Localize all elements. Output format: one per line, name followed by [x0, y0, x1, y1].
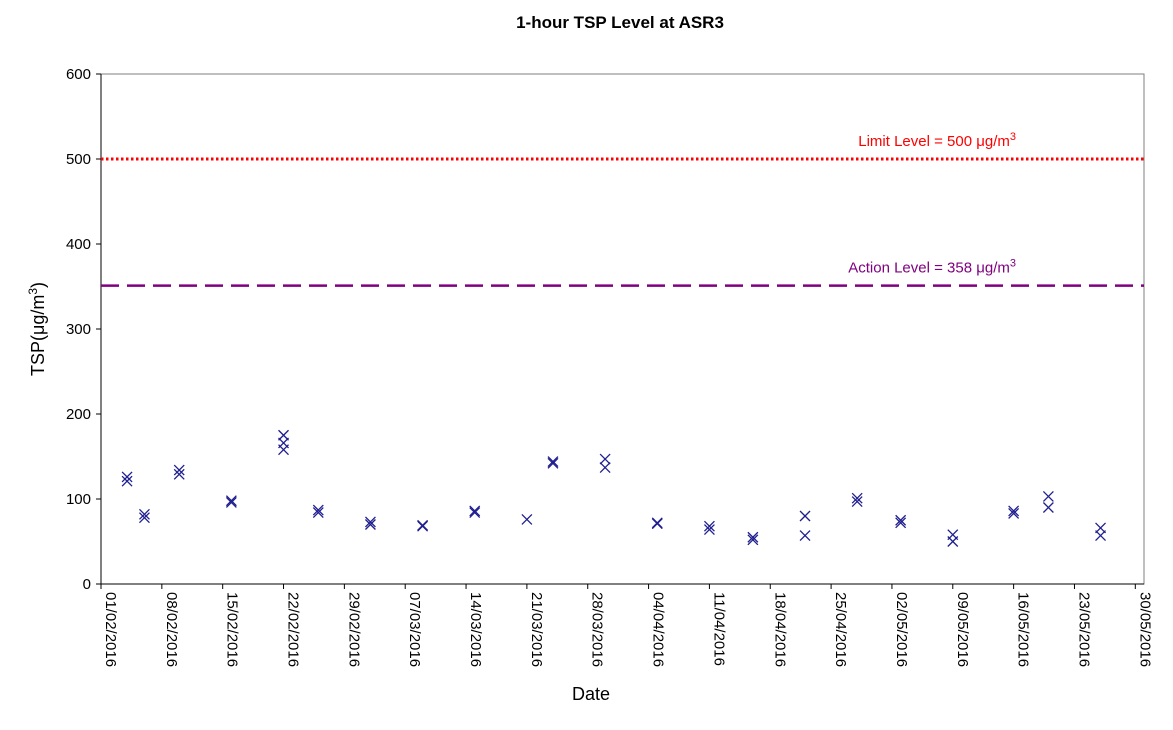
limit-level-label: Limit Level = 500 μg/m3 — [858, 131, 1016, 150]
x-axis-title: Date — [572, 684, 610, 704]
data-point — [1042, 490, 1054, 502]
data-point — [278, 437, 289, 449]
data-point — [651, 517, 663, 529]
x-tick-label: 23/05/2016 — [1075, 592, 1092, 667]
data-point — [173, 468, 185, 480]
x-tick-label: 18/04/2016 — [771, 592, 788, 667]
x-tick-label: 25/04/2016 — [832, 592, 849, 667]
x-tick-label: 16/05/2016 — [1015, 592, 1032, 667]
x-tick-label: 01/02/2016 — [102, 592, 119, 667]
y-tick-label: 400 — [66, 236, 91, 253]
data-point — [703, 524, 715, 536]
y-tick-label: 300 — [66, 321, 91, 338]
data-point — [895, 514, 907, 526]
y-axis-title-close: ) — [28, 282, 48, 288]
x-tick-label: 08/02/2016 — [163, 592, 180, 667]
data-point — [851, 492, 863, 504]
data-point — [312, 504, 324, 516]
x-tick-label: 11/04/2016 — [710, 592, 727, 666]
data-point — [225, 495, 237, 507]
data-point — [851, 496, 863, 508]
data-point — [173, 464, 185, 476]
data-point — [121, 471, 133, 483]
y-axis-title: TSP(μg/m3) — [26, 282, 48, 376]
x-tick-label: 29/02/2016 — [345, 592, 362, 667]
x-axis: 01/02/2016 08/02/2016 15/02/2016 22/02/2016… — [100, 584, 1153, 667]
x-tick-label: 22/02/2016 — [285, 592, 302, 667]
y-tick-label: 500 — [66, 151, 91, 168]
data-point — [364, 516, 376, 528]
x-tick-label: 02/05/2016 — [893, 592, 910, 667]
data-point — [947, 529, 959, 541]
y-tick-label: 600 — [66, 66, 91, 83]
data-point — [895, 517, 907, 529]
y-tick-label: 100 — [66, 491, 91, 508]
chart-title: 1-hour TSP Level at ASR3 — [516, 13, 724, 32]
data-point — [799, 530, 811, 542]
x-tick-label: 15/02/2016 — [224, 592, 241, 667]
data-point — [1042, 502, 1054, 513]
x-tick-label: 21/03/2016 — [528, 592, 545, 667]
y-axis: 0 100 200 300 400 500 600 — [66, 66, 101, 593]
data-point — [364, 519, 376, 530]
data-point — [469, 505, 481, 517]
y-tick-label: 200 — [66, 406, 91, 423]
reference-lines: Limit Level = 500 μg/m3 Action Level = 35… — [101, 131, 1144, 287]
x-tick-label: 14/03/2016 — [467, 592, 484, 667]
data-point — [547, 456, 559, 468]
data-point — [312, 507, 324, 519]
data-point — [521, 513, 533, 525]
data-point — [599, 462, 611, 474]
data-point — [1095, 530, 1107, 542]
data-point — [138, 512, 150, 524]
data-point — [278, 429, 289, 441]
plot-area — [100, 73, 1145, 585]
data-point — [417, 519, 429, 531]
y-tick-label: 0 — [83, 576, 91, 593]
data-point — [1095, 522, 1107, 534]
plot-border — [100, 73, 1145, 585]
x-tick-label: 30/05/2016 — [1136, 592, 1153, 667]
data-point — [703, 520, 715, 532]
data-points — [121, 429, 1107, 547]
data-point — [599, 453, 611, 465]
x-tick-label: 09/05/2016 — [954, 592, 971, 667]
data-point — [138, 508, 150, 520]
action-level-label: Action Level = 358 μg/m3 — [848, 258, 1016, 277]
y-axis-title-sup: 3 — [26, 288, 40, 295]
data-point — [547, 457, 559, 469]
data-point — [799, 510, 811, 522]
data-point — [1008, 505, 1020, 517]
x-tick-label: 28/03/2016 — [589, 592, 606, 667]
data-point — [747, 531, 759, 543]
data-point — [121, 475, 133, 487]
y-axis-title-main: TSP(μg/m — [28, 295, 48, 376]
data-point — [469, 507, 481, 519]
x-tick-label: 04/04/2016 — [650, 592, 667, 667]
data-point — [225, 496, 237, 508]
data-point — [1008, 507, 1020, 519]
data-point — [747, 534, 759, 546]
x-tick-label: 07/03/2016 — [406, 592, 423, 667]
